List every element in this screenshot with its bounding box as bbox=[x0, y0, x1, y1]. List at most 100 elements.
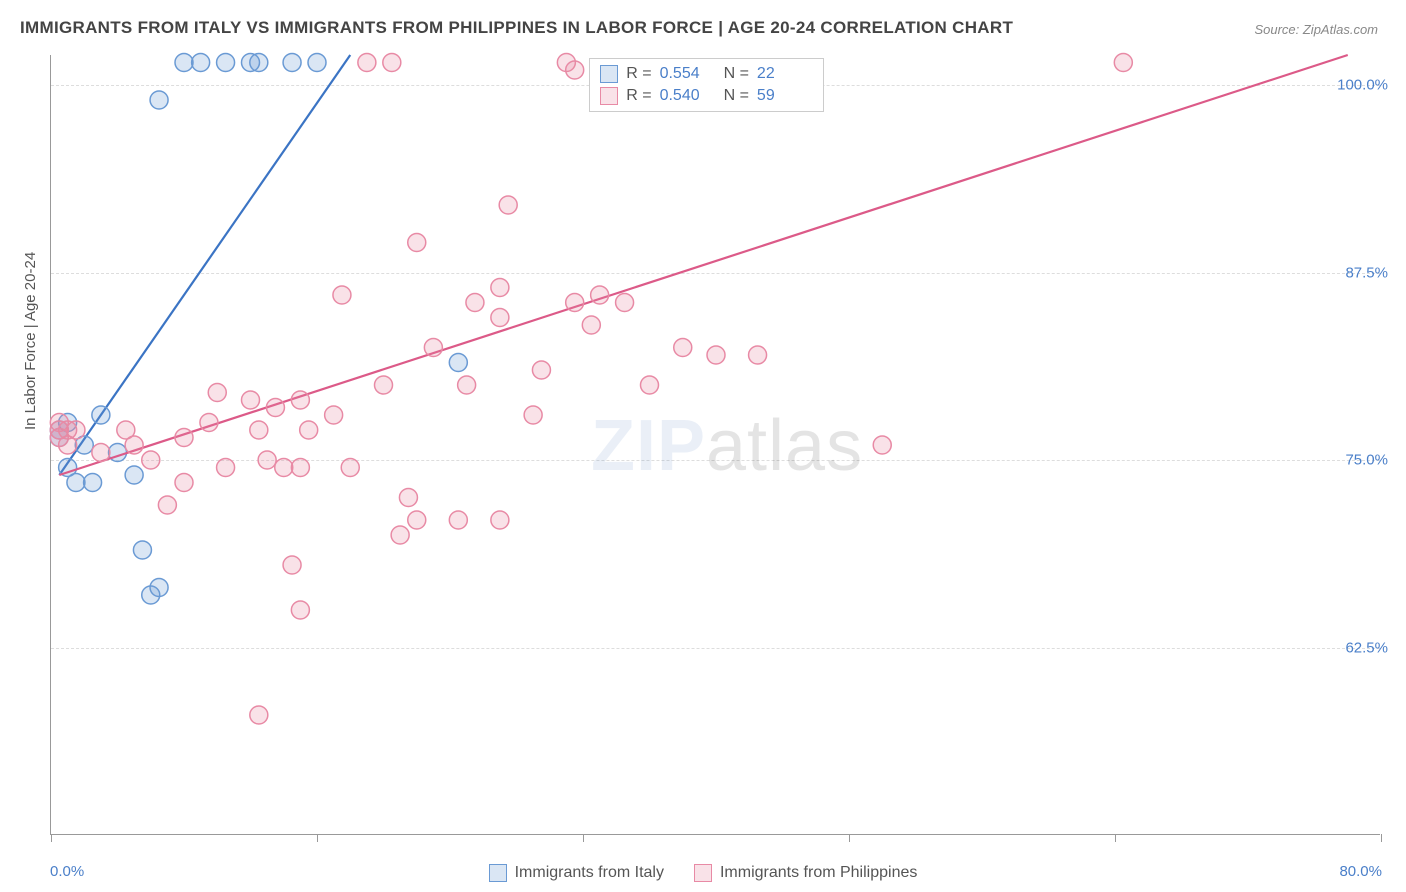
data-point bbox=[250, 706, 268, 724]
data-point bbox=[308, 54, 326, 72]
x-tick bbox=[583, 834, 584, 842]
data-point bbox=[217, 54, 235, 72]
data-point bbox=[616, 294, 634, 312]
data-point bbox=[524, 406, 542, 424]
data-point bbox=[424, 339, 442, 357]
data-point bbox=[391, 526, 409, 544]
data-point bbox=[408, 511, 426, 529]
data-point bbox=[375, 376, 393, 394]
stats-legend-row: R = 0.554 N = 22 bbox=[600, 63, 813, 85]
data-point bbox=[175, 429, 193, 447]
legend-item-philippines: Immigrants from Philippines bbox=[694, 864, 917, 882]
y-tick-label: 87.5% bbox=[1345, 264, 1388, 281]
data-point bbox=[192, 54, 210, 72]
plot-area: ZIPatlas R =0.554N =22R =0.540N =59 bbox=[50, 55, 1380, 835]
data-point bbox=[291, 459, 309, 477]
legend-item-italy: Immigrants from Italy bbox=[489, 864, 664, 882]
data-point bbox=[208, 384, 226, 402]
data-point bbox=[283, 556, 301, 574]
data-point bbox=[873, 436, 891, 454]
data-point bbox=[641, 376, 659, 394]
r-value: 0.540 bbox=[660, 87, 716, 105]
data-point bbox=[275, 459, 293, 477]
data-point bbox=[399, 489, 417, 507]
data-point bbox=[566, 61, 584, 79]
data-point bbox=[449, 511, 467, 529]
n-label: N = bbox=[724, 87, 749, 105]
data-point bbox=[491, 511, 509, 529]
data-point bbox=[674, 339, 692, 357]
data-point bbox=[92, 406, 110, 424]
data-point bbox=[749, 346, 767, 364]
trendline bbox=[59, 55, 1347, 475]
x-tick bbox=[1381, 834, 1382, 842]
chart-title: IMMIGRANTS FROM ITALY VS IMMIGRANTS FROM… bbox=[20, 18, 1013, 38]
n-value: 59 bbox=[757, 87, 813, 105]
series-legend: Immigrants from Italy Immigrants from Ph… bbox=[0, 864, 1406, 882]
data-point bbox=[59, 421, 77, 439]
data-point bbox=[150, 91, 168, 109]
stats-legend: R = 0.554 N = 22 R = 0.540 N = 59 bbox=[589, 58, 824, 112]
data-point bbox=[117, 421, 135, 439]
data-point bbox=[707, 346, 725, 364]
data-point bbox=[258, 451, 276, 469]
x-tick bbox=[51, 834, 52, 842]
data-point bbox=[125, 466, 143, 484]
data-point bbox=[358, 54, 376, 72]
data-point bbox=[266, 399, 284, 417]
data-point bbox=[142, 451, 160, 469]
r-label: R = bbox=[626, 65, 651, 83]
data-point bbox=[458, 376, 476, 394]
data-point bbox=[175, 54, 193, 72]
data-point bbox=[291, 601, 309, 619]
x-tick bbox=[1115, 834, 1116, 842]
data-point bbox=[291, 391, 309, 409]
stats-swatch bbox=[600, 87, 618, 105]
n-value: 22 bbox=[757, 65, 813, 83]
legend-swatch-italy bbox=[489, 864, 507, 882]
x-tick bbox=[849, 834, 850, 842]
data-point bbox=[591, 286, 609, 304]
data-point bbox=[1114, 54, 1132, 72]
y-tick-label: 62.5% bbox=[1345, 639, 1388, 656]
data-point bbox=[491, 279, 509, 297]
data-point bbox=[300, 421, 318, 439]
data-point bbox=[217, 459, 235, 477]
n-label: N = bbox=[724, 65, 749, 83]
data-point bbox=[499, 196, 517, 214]
data-point bbox=[67, 474, 85, 492]
data-point bbox=[383, 54, 401, 72]
data-point bbox=[449, 354, 467, 372]
data-point bbox=[242, 391, 260, 409]
data-point bbox=[200, 414, 218, 432]
data-point bbox=[92, 444, 110, 462]
data-point bbox=[250, 54, 268, 72]
data-point bbox=[84, 474, 102, 492]
data-point bbox=[150, 579, 168, 597]
legend-label-philippines: Immigrants from Philippines bbox=[720, 864, 917, 882]
stats-legend-row: R = 0.540 N = 59 bbox=[600, 85, 813, 107]
data-point bbox=[582, 316, 600, 334]
y-axis-label: In Labor Force | Age 20-24 bbox=[22, 252, 39, 430]
stats-swatch bbox=[600, 65, 618, 83]
data-point bbox=[532, 361, 550, 379]
data-point bbox=[158, 496, 176, 514]
data-point bbox=[466, 294, 484, 312]
x-tick bbox=[317, 834, 318, 842]
data-point bbox=[283, 54, 301, 72]
y-tick-label: 100.0% bbox=[1337, 77, 1388, 94]
r-value: 0.554 bbox=[660, 65, 716, 83]
data-point bbox=[250, 421, 268, 439]
y-tick-label: 75.0% bbox=[1345, 452, 1388, 469]
data-point bbox=[325, 406, 343, 424]
data-point bbox=[341, 459, 359, 477]
r-label: R = bbox=[626, 87, 651, 105]
scatter-svg bbox=[51, 55, 1380, 834]
legend-label-italy: Immigrants from Italy bbox=[515, 864, 664, 882]
data-point bbox=[491, 309, 509, 327]
data-point bbox=[566, 294, 584, 312]
data-point bbox=[133, 541, 151, 559]
data-point bbox=[408, 234, 426, 252]
data-point bbox=[333, 286, 351, 304]
source-label: Source: ZipAtlas.com bbox=[1254, 22, 1378, 37]
